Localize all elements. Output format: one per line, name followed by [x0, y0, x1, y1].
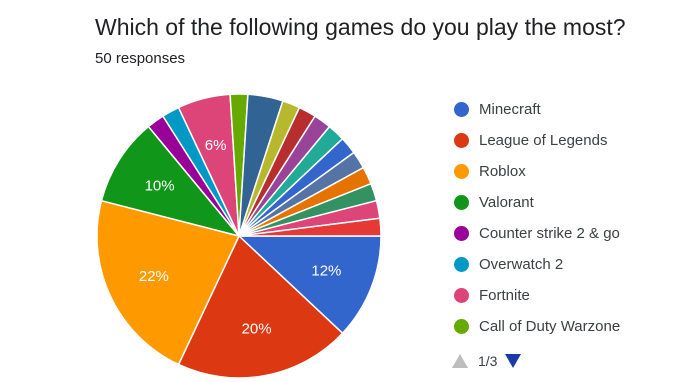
legend-item: Counter strike 2 & go [454, 218, 620, 249]
response-count: 50 responses [95, 50, 186, 67]
legend-label: League of Legends [479, 132, 608, 149]
chart-legend: Minecraft League of Legends Roblox Valorant… [454, 94, 620, 342]
pie-label-4: 10% [145, 178, 175, 195]
pie-slice-4 [100, 125, 242, 238]
pie-label-1: 12% [311, 263, 341, 280]
legend-item: Valorant [454, 187, 620, 218]
legend-label: Counter strike 2 & go [479, 225, 620, 242]
pie-labels: 12% 20% 22% 10% 6% [139, 137, 342, 337]
pie-slice-3 [96, 199, 241, 366]
legend-item: Minecraft [454, 94, 620, 125]
legend-label: Valorant [479, 194, 534, 211]
legend-label: Call of Duty Warzone [479, 318, 621, 335]
pie-label-3: 22% [139, 268, 169, 285]
legend-item: Overwatch 2 [454, 249, 620, 280]
question-title: Which of the following games do you play… [95, 14, 626, 40]
legend-page-indicator: 1/3 [478, 353, 498, 369]
legend-swatch [454, 164, 469, 179]
legend-swatch [454, 257, 469, 272]
legend-label: Roblox [479, 163, 526, 180]
legend-swatch [454, 319, 469, 334]
legend-label: Fortnite [479, 287, 530, 304]
pie-label-7: 6% [205, 137, 227, 154]
legend-label: Overwatch 2 [479, 256, 564, 273]
pie-slices [96, 93, 382, 379]
legend-item: League of Legends [454, 125, 620, 156]
legend-swatch [454, 226, 469, 241]
pie-label-2: 20% [242, 320, 272, 337]
legend-swatch [454, 288, 469, 303]
legend-swatch [454, 102, 469, 117]
legend-item: Fortnite [454, 280, 620, 311]
pie-slice-1 [237, 235, 382, 335]
pie-slice-19 [238, 217, 382, 237]
legend-prev-page-icon[interactable] [452, 354, 468, 368]
legend-next-page-icon[interactable] [505, 354, 522, 368]
legend-swatch [454, 133, 469, 148]
legend-item: Roblox [454, 156, 620, 187]
legend-pager: 1/3 [452, 353, 522, 369]
legend-item: Call of Duty Warzone [454, 311, 620, 342]
legend-label: Minecraft [479, 101, 541, 118]
legend-swatch [454, 195, 469, 210]
pie-slice-2 [177, 234, 344, 379]
